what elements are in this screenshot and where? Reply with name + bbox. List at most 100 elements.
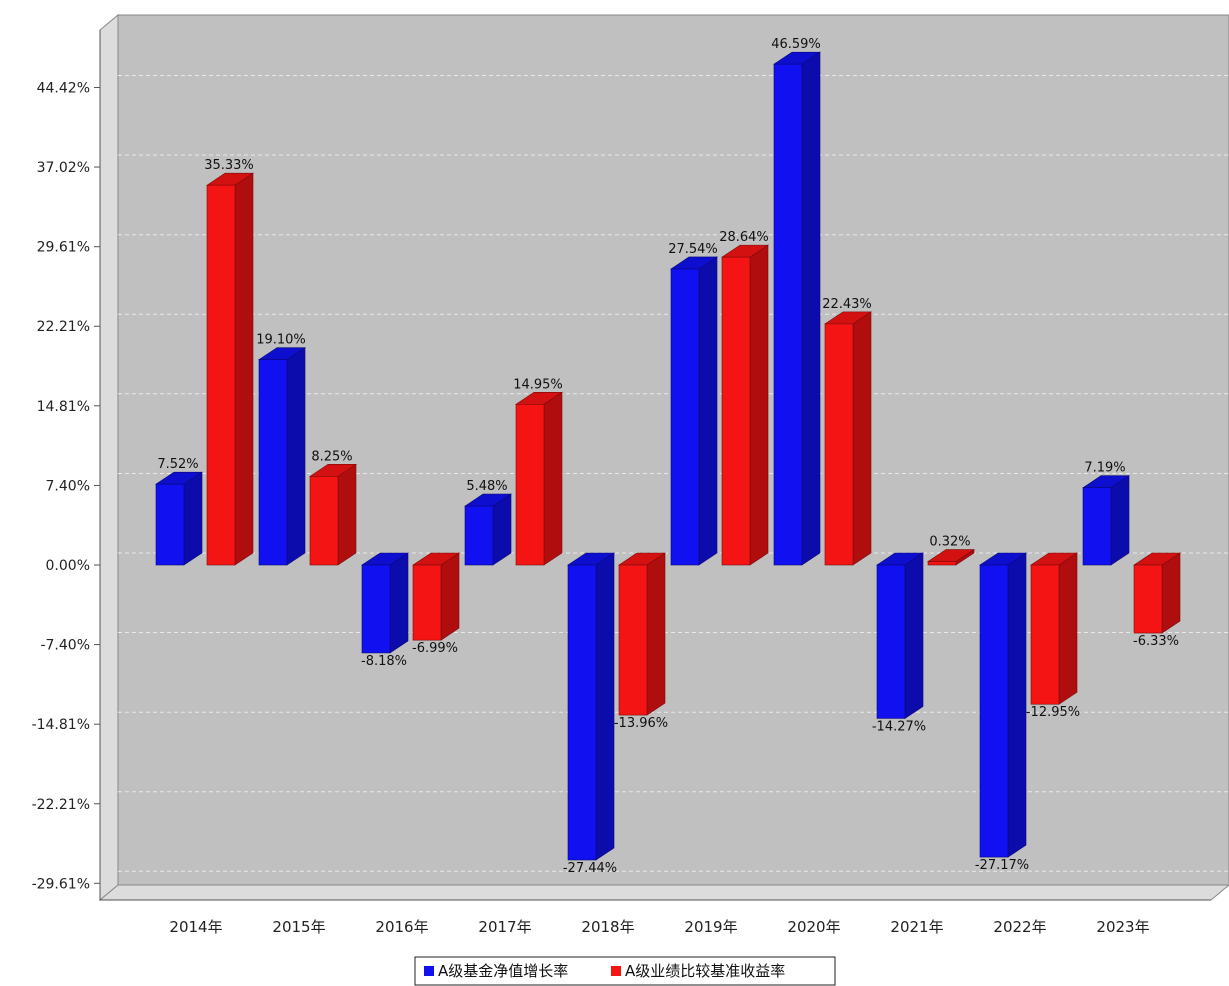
y-tick-label: -22.21% — [32, 797, 90, 813]
bar-1-2014年 — [155, 471, 203, 566]
y-tick-label: -7.40% — [40, 638, 90, 654]
data-label: 19.10% — [256, 333, 306, 348]
y-tick-label: 14.81% — [37, 399, 90, 415]
y-tick-label: 29.61% — [37, 240, 90, 256]
y-tick-label: 37.02% — [37, 160, 90, 176]
bar-side — [852, 311, 872, 566]
bar-1-2018年 — [567, 552, 615, 861]
bar-1-2017年 — [464, 493, 512, 566]
data-label: -27.44% — [563, 861, 617, 876]
bar-front — [618, 564, 648, 716]
bar-front — [412, 564, 442, 641]
x-tick-label: 2014年 — [169, 918, 222, 936]
bar-front — [927, 561, 957, 566]
y-tick-label: 0.00% — [46, 558, 90, 574]
bar-front — [1082, 487, 1112, 566]
bar-front — [824, 323, 854, 566]
bar-side — [286, 347, 306, 566]
data-label: 35.33% — [204, 158, 254, 173]
bar-1-2015年 — [258, 347, 306, 566]
y-axis: 44.42% 37.02% 29.61% 22.21% 14.81% 7.40% 0.00%… — [32, 30, 101, 900]
x-tick-label: 2020年 — [787, 918, 840, 936]
bar-2-2015年 — [309, 463, 357, 566]
bar-side — [646, 552, 666, 716]
bar-2-2023年 — [1133, 552, 1181, 634]
data-label: -12.95% — [1026, 705, 1080, 720]
bar-front — [155, 483, 185, 566]
bar-2-2022年 — [1030, 552, 1078, 705]
y-tick-label: -29.61% — [32, 876, 90, 892]
bar-2-2014年 — [206, 172, 254, 566]
data-label: 7.19% — [1084, 461, 1125, 476]
bar-2-2021年 — [927, 548, 975, 566]
x-tick-label: 2023年 — [1096, 918, 1149, 936]
legend-label-series-1: A级基金净值增长率 — [438, 962, 568, 980]
bar-side — [337, 463, 357, 566]
bar-side — [904, 552, 924, 719]
bar-front — [206, 184, 236, 566]
bar-front — [876, 564, 906, 719]
bar-front — [1030, 564, 1060, 705]
bar-front — [721, 256, 751, 566]
data-label: 27.54% — [668, 242, 718, 257]
bar-front — [515, 403, 545, 566]
bar-side — [492, 493, 512, 566]
x-tick-label: 2022年 — [993, 918, 1046, 936]
bar-side — [1007, 552, 1027, 858]
bar-side — [440, 552, 460, 641]
x-tick-label: 2021年 — [890, 918, 943, 936]
bar-front — [361, 564, 391, 654]
bar-front — [464, 505, 494, 566]
data-label: 0.32% — [929, 535, 970, 550]
x-tick-label: 2018年 — [581, 918, 634, 936]
data-label: 46.59% — [771, 37, 821, 52]
data-labels: 7.52% 19.10% -8.18% 5.48% -27.44% 27.54% 46.59… — [157, 37, 1179, 876]
bar-1-2016年 — [361, 552, 409, 654]
legend-box — [414, 956, 836, 986]
data-label: -13.96% — [614, 716, 668, 731]
data-label: 8.25% — [311, 449, 352, 464]
plot-floor — [98, 884, 1229, 901]
bar-front — [670, 268, 700, 566]
bar-2-2016年 — [412, 552, 460, 641]
x-tick-label: 2019年 — [684, 918, 737, 936]
y-tick-label: 44.42% — [37, 80, 90, 96]
bar-1-2021年 — [876, 552, 924, 719]
legend: A级基金净值增长率 A级业绩比较基准收益率 — [414, 956, 836, 986]
data-label: 7.52% — [157, 457, 198, 472]
legend-label-series-2: A级业绩比较基准收益率 — [625, 962, 785, 980]
bar-front — [979, 564, 1009, 858]
data-label: 14.95% — [513, 377, 563, 392]
legend-swatch-series-2 — [611, 966, 621, 976]
bar-side — [543, 391, 563, 566]
bar-1-2023年 — [1082, 475, 1130, 566]
data-label: -8.18% — [361, 654, 407, 669]
x-tick-label: 2016年 — [375, 918, 428, 936]
y-tick-label: 7.40% — [46, 478, 90, 494]
bar-side — [234, 172, 254, 566]
bar-front — [258, 359, 288, 566]
bar-2-2018年 — [618, 552, 666, 716]
bar-side — [183, 471, 203, 566]
x-tick-label: 2017年 — [478, 918, 531, 936]
bar-2-2020年 — [824, 311, 872, 566]
bar-front — [1133, 564, 1163, 634]
bar-side — [389, 552, 409, 654]
bar-side — [698, 256, 718, 566]
bar-side — [1058, 552, 1078, 705]
bar-2-2017年 — [515, 391, 563, 566]
y-tick-label: -14.81% — [32, 717, 90, 733]
data-label: 5.48% — [466, 479, 507, 494]
x-axis: 2014年 2015年 2016年 2017年 2018年 2019年 2020年 2021年… — [100, 899, 1211, 936]
x-tick-label: 2015年 — [272, 918, 325, 936]
y-tick-label: 22.21% — [37, 319, 90, 335]
legend-swatch-series-1 — [424, 966, 434, 976]
bars — [155, 51, 1181, 861]
bar-1-2020年 — [773, 51, 821, 566]
bar-side — [801, 51, 821, 566]
data-label: -27.17% — [975, 858, 1029, 873]
bar-2-2019年 — [721, 244, 769, 566]
data-label: 22.43% — [822, 297, 872, 312]
data-label: 28.64% — [719, 230, 769, 245]
